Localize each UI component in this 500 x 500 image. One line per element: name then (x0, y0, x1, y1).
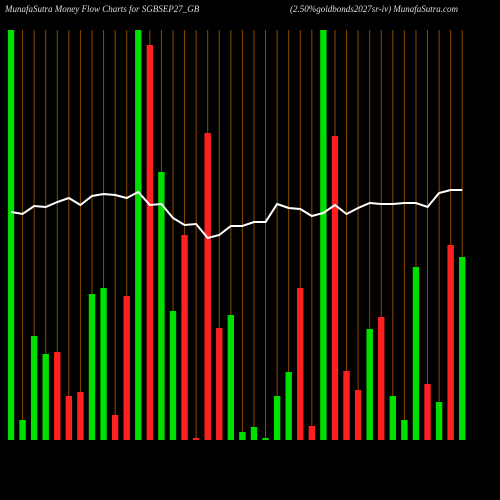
bar (158, 172, 165, 440)
bar (204, 133, 211, 440)
bar (216, 328, 223, 440)
bar (30, 336, 38, 440)
bar (7, 30, 15, 440)
bar (100, 288, 107, 440)
bar (354, 390, 362, 440)
bar (65, 396, 73, 440)
bar (273, 396, 281, 440)
bar (262, 438, 269, 440)
bar (366, 329, 373, 440)
bar (320, 30, 327, 440)
bar (308, 426, 316, 440)
bar (343, 371, 350, 440)
bar (88, 294, 96, 440)
bar (412, 267, 420, 440)
bar (435, 402, 443, 440)
bar (42, 354, 49, 440)
bar (54, 352, 61, 440)
bar (169, 311, 177, 440)
bar (331, 136, 339, 440)
bar (227, 315, 235, 440)
bar (19, 420, 26, 440)
bar (459, 257, 466, 440)
bar (111, 415, 119, 440)
bar (389, 396, 397, 440)
bar (239, 432, 246, 440)
bar (285, 372, 292, 440)
bar (424, 384, 431, 440)
bar (135, 30, 142, 440)
bar (181, 235, 188, 440)
chart-subtitle: (2.50%goldbonds2027sr-iv) MunafaSutra.co… (290, 4, 459, 14)
bar (401, 420, 408, 440)
bar (297, 288, 304, 440)
bar (123, 296, 130, 440)
bar (378, 317, 385, 440)
bar (146, 45, 154, 440)
bar (250, 427, 258, 440)
chart-title: MunafaSutra Money Flow Charts for SGBSEP… (4, 4, 200, 14)
bar (77, 392, 84, 440)
bar (192, 438, 200, 440)
bar (447, 245, 454, 440)
money-flow-line (10, 189, 463, 240)
